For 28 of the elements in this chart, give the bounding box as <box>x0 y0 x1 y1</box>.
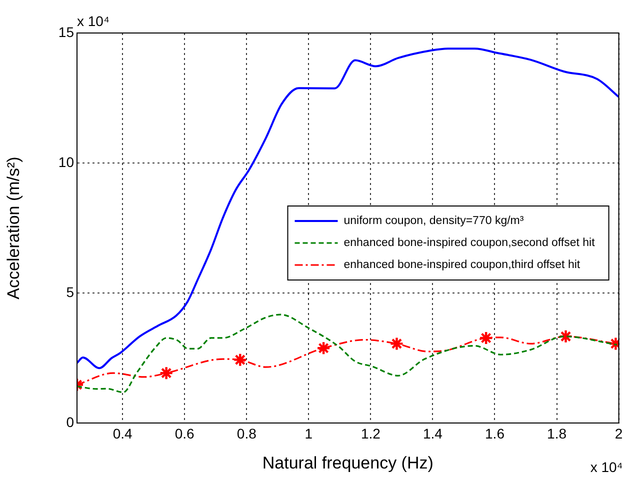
line-series <box>77 48 619 370</box>
legend-label: enhanced bone-inspired coupon,third offset hit <box>344 259 581 272</box>
x-tick-label: 1.4 <box>422 425 443 442</box>
y-axis-title: Acceleration (m/s²) <box>4 156 23 300</box>
x-axis-title: Natural frequency (Hz) <box>262 453 434 472</box>
x-tick-label: 0.4 <box>112 425 133 442</box>
point <box>390 336 404 351</box>
point <box>558 329 573 344</box>
legend-label: uniform coupon, density=770 kg/m³ <box>344 215 524 228</box>
x-tick-label: 1.8 <box>547 425 567 442</box>
point <box>159 366 174 380</box>
x-tick-label: 0.8 <box>236 425 257 442</box>
text: x 10⁴ <box>77 12 110 29</box>
legend-label: enhanced bone-inspired coupon,second offset hit <box>344 237 596 250</box>
y-tick-label: 5 <box>66 284 74 300</box>
point <box>478 330 494 346</box>
x-tick-label: 0.6 <box>174 425 195 442</box>
x-tick-label: 2 <box>614 425 623 442</box>
point <box>233 352 248 367</box>
x-tick-label: 1.6 <box>485 425 505 442</box>
line-series <box>77 314 618 394</box>
y-tick-label: 15 <box>58 24 74 40</box>
point <box>316 341 331 356</box>
y-tick-label: 10 <box>58 154 74 170</box>
text: x 10⁴ <box>590 458 623 475</box>
x-tick-label: 1 <box>304 425 313 442</box>
y-tick-label: 0 <box>66 414 74 430</box>
x-tick-label: 1.2 <box>360 425 381 442</box>
